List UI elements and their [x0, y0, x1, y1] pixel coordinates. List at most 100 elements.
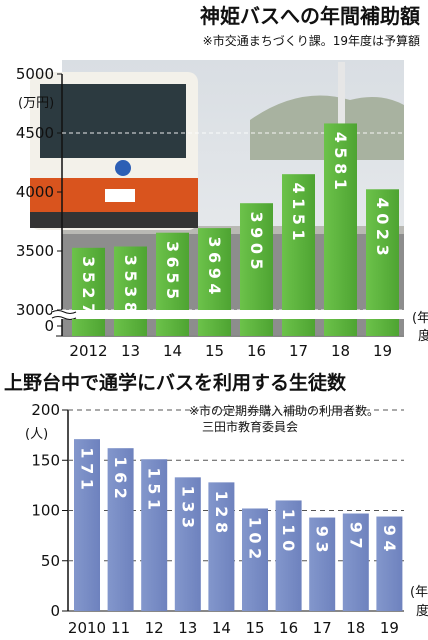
chart2-xtick-label: 16	[279, 619, 298, 637]
chart1-bar-value-label-digit: 5	[163, 288, 182, 299]
chart1-bar-value-label-digit: 5	[247, 259, 266, 270]
chart1-bar-value-label: 4 5 8 1	[331, 132, 350, 190]
chart2-bar-value-label-digit: 3	[178, 517, 197, 528]
chart2-bar-value-label: 1 5 1	[145, 468, 164, 511]
chart1-bar-value-label-digit: 7	[79, 303, 98, 314]
chart2-bar-value-label-digit: 2	[212, 506, 231, 517]
chart2-bar-value-label: 1 3 3	[178, 486, 197, 529]
chart1-ytick-label: 4000	[16, 183, 54, 201]
chart1-bar	[156, 232, 189, 310]
chart1-xtick-label: 13	[121, 342, 140, 360]
chart2-bar-value-label-digit: 1	[279, 509, 298, 520]
chart1-bar-base	[114, 319, 147, 336]
chart1-xtick-label: 14	[163, 342, 182, 360]
chart1-bar-value-label-digit: 6	[205, 252, 224, 263]
chart2-bar-value-label-digit: 2	[111, 488, 130, 499]
chart2-bar-value-label-digit: 4	[380, 540, 399, 551]
chart2-bar	[275, 500, 302, 611]
chart2-bar	[309, 517, 336, 611]
chart1-bar-value-label: 3 6 9 4	[205, 236, 224, 294]
chart2-bar-value-label-digit: 1	[279, 524, 298, 535]
chart2-ylabel: (人)	[25, 427, 48, 442]
chart1-bar	[282, 174, 315, 310]
chart2-bar	[342, 513, 369, 611]
chart1-axis-break	[51, 310, 404, 320]
chart1-bar-value-label-digit: 1	[289, 198, 308, 209]
chart1-bar	[324, 123, 357, 310]
chart2-bar-value-label-digit: 8	[212, 522, 231, 533]
chart2-xlabel-char-1: (年	[410, 585, 428, 600]
chart2-bar-value-label-digit: 0	[279, 540, 298, 551]
chart1-bar-value-label: 3 9 0 5	[247, 211, 266, 269]
chart2-bar-value-label-digit: 0	[246, 532, 265, 543]
chart1-bar-value-label-digit: 4	[289, 182, 308, 193]
chart2-bar-value-label: 1 1 0	[279, 509, 298, 552]
chart2-bar-value-label-digit: 1	[212, 491, 231, 502]
chart1-bar-value-label-digit: 3	[205, 236, 224, 247]
chart1-bar-value-label-digit: 5	[289, 214, 308, 225]
chart2-bar-value-label-digit: 1	[246, 517, 265, 528]
chart2-xtick-label: 17	[313, 619, 332, 637]
chart1-bar-value-label-digit: 3	[121, 255, 140, 266]
chart2-xtick-label: 15	[245, 619, 264, 637]
chart2-xtick-label: 2010	[68, 619, 106, 637]
chart2-bar	[141, 459, 168, 611]
chart1-bar-value-label-digit: 2	[79, 287, 98, 298]
chart1-bar-value-label-digit: 3	[373, 245, 392, 256]
chart1-bar-value-label-digit: 2	[373, 229, 392, 240]
chart1-bar-value-label-digit: 4	[205, 283, 224, 294]
chart2-xtick-label: 19	[380, 619, 399, 637]
chart1-bar-value-label-digit: 3	[247, 211, 266, 222]
chart2-bar-value-label-digit: 6	[111, 472, 130, 483]
chart1-bar-value-label-digit: 3	[121, 286, 140, 297]
chart2-bar-value-label-digit: 9	[346, 522, 365, 533]
chart1-bar-value-label-digit: 1	[289, 229, 308, 240]
chart1-xlabel: (年 度)	[412, 311, 428, 344]
chart1-bar-value-label-digit: 5	[79, 272, 98, 283]
chart1-bar-value-label-digit: 6	[163, 257, 182, 268]
chart2-xtick-label: 18	[346, 619, 365, 637]
chart1-bar-value-label-digit: 5	[331, 147, 350, 158]
chart2-bar-value-label: 94	[380, 525, 399, 552]
chart1-bar-value-label: 3 5 3 8	[121, 255, 140, 313]
chart1-bar-base	[324, 319, 357, 336]
chart2-bar-value-label: 1 6 2	[111, 456, 130, 499]
chart1-ytick-label: 5000	[16, 65, 54, 83]
chart1-note: ※市交通まちづくり課。19年度は予算額	[203, 33, 420, 48]
chart1-bar-base	[366, 319, 399, 336]
chart2-bar-value-label: 1 0 2	[246, 517, 265, 560]
chart1-xtick-label: 19	[373, 342, 392, 360]
chart1-bar-value-label-digit: 9	[205, 268, 224, 279]
chart2-xlabel: (年 度)	[410, 585, 428, 619]
chart2-bar-value-label: 1 2 8	[212, 491, 231, 534]
chart1-ytick-label: 4500	[16, 124, 54, 142]
chart2-ytick-label: 150	[31, 451, 60, 469]
chart1-break-mark	[51, 310, 77, 314]
chart2-bar	[376, 516, 403, 611]
chart1-bar-value-label-digit: 0	[373, 213, 392, 224]
chart1-bar-value-label-digit: 9	[247, 227, 266, 238]
chart1-ylabel: (万円)	[18, 96, 54, 111]
chart1-bar-value-label-digit: 4	[331, 132, 350, 143]
chart2-bar	[174, 477, 201, 611]
chart1-bar-base	[156, 319, 189, 336]
chart1-bar	[240, 203, 273, 310]
chart1-bar-value-label: 3 6 5 5	[163, 241, 182, 299]
chart1-bar-value-label-digit: 4	[373, 198, 392, 209]
chart2-ytick-label: 100	[31, 502, 60, 520]
chart2-bar-value-label-digit: 5	[145, 483, 164, 494]
chart2-title: 上野台中で通学にバスを利用する生徒数	[4, 371, 347, 394]
chart2-bar-value-label-digit: 1	[78, 447, 97, 458]
chart1-bar-value-label-digit: 8	[331, 163, 350, 174]
chart1-ytick-label: 3500	[16, 242, 54, 260]
chart2-xlabel-char-2: 度)	[416, 603, 428, 619]
chart1-bar-value-label-digit: 5	[163, 272, 182, 283]
chart2-ytick-label: 50	[41, 552, 60, 570]
chart2-bar-value-label-digit: 7	[78, 463, 97, 474]
chart1-bar-value-label-digit: 8	[121, 302, 140, 313]
chart1-xtick-label: 18	[331, 342, 350, 360]
chart1-bar-base	[72, 319, 105, 336]
chart1-bar-value-label-digit: 5	[121, 270, 140, 281]
chart2-note-line-2: 三田市教育委員会	[202, 419, 298, 434]
